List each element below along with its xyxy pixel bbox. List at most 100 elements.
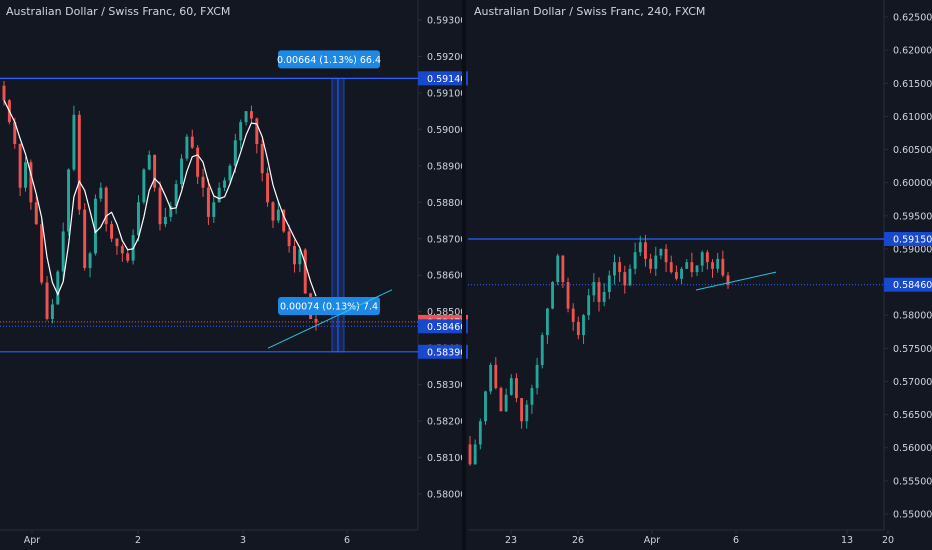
candle-body bbox=[618, 262, 622, 273]
candle-body bbox=[180, 158, 183, 185]
candle-body bbox=[287, 231, 291, 247]
candle-body bbox=[638, 242, 642, 253]
candle-body bbox=[147, 154, 151, 170]
price-tick-label: 0.56000 bbox=[893, 443, 932, 454]
candle-body bbox=[158, 187, 162, 225]
candle-body bbox=[695, 265, 699, 273]
price-tick-label: 0.58100 bbox=[427, 453, 466, 464]
candle-body bbox=[293, 246, 296, 265]
time-tick-label: 23 bbox=[505, 535, 517, 546]
right-chart-title: Australian Dollar / Swiss Franc, 240, FX… bbox=[474, 5, 706, 18]
candle-body bbox=[705, 252, 709, 263]
candle-body bbox=[255, 118, 259, 144]
candle-body bbox=[260, 143, 264, 174]
candle-body bbox=[649, 258, 653, 269]
price-tick-label: 0.58000 bbox=[427, 490, 466, 501]
candle-body bbox=[298, 249, 302, 265]
candle-body bbox=[664, 248, 668, 263]
price-tick-label: 0.60000 bbox=[893, 178, 932, 189]
price-tick-label: 0.60500 bbox=[893, 145, 932, 156]
candle-body bbox=[494, 364, 498, 389]
level-price-label-box bbox=[418, 344, 468, 359]
time-tick-label: 20 bbox=[882, 535, 894, 546]
price-tick-label: 0.57500 bbox=[893, 344, 932, 355]
price-tick-label: 0.58200 bbox=[427, 417, 466, 428]
candle-body bbox=[644, 242, 647, 259]
candle-body bbox=[228, 165, 232, 181]
candle-body bbox=[484, 391, 487, 422]
candle-body bbox=[244, 111, 248, 123]
left-chart-title: Australian Dollar / Swiss Franc, 60, FXC… bbox=[6, 5, 231, 18]
candle-body bbox=[545, 308, 549, 336]
candle-body bbox=[613, 262, 616, 276]
price-tick-label: 0.58500 bbox=[427, 307, 466, 318]
measure-label-text: 0.00074 (0.13%) 7.4 bbox=[280, 302, 378, 313]
time-tick-label: 2 bbox=[135, 535, 141, 546]
price-tick-label: 0.58000 bbox=[893, 311, 932, 322]
candle-body bbox=[271, 202, 275, 221]
price-tick-label: 0.57000 bbox=[893, 377, 932, 388]
candle-body bbox=[654, 255, 658, 269]
candle-body bbox=[303, 249, 307, 294]
trendline bbox=[267, 289, 393, 349]
candle-body bbox=[551, 282, 554, 309]
candle-body bbox=[29, 162, 33, 203]
candle-body bbox=[185, 136, 189, 159]
candle-body bbox=[607, 275, 611, 293]
price-tick-label: 0.55000 bbox=[893, 510, 932, 521]
candle-body bbox=[126, 253, 130, 261]
measure-label-box bbox=[278, 50, 380, 69]
price-tick-label: 0.55500 bbox=[893, 476, 932, 487]
candle-body bbox=[110, 224, 114, 239]
candle-body bbox=[571, 308, 575, 322]
candle-body bbox=[535, 364, 539, 389]
price-tick-label: 0.58300 bbox=[427, 380, 466, 391]
candle-body bbox=[685, 262, 689, 269]
candle-body bbox=[592, 282, 596, 296]
candle-body bbox=[623, 272, 627, 286]
candle-body bbox=[99, 187, 103, 199]
candle-body bbox=[196, 147, 200, 177]
candle-body bbox=[525, 404, 529, 422]
candle-body bbox=[169, 205, 173, 217]
candle-body bbox=[93, 198, 97, 254]
candle-body bbox=[142, 169, 146, 203]
candle-body bbox=[711, 262, 714, 269]
level-price-label-box bbox=[884, 277, 932, 292]
candle-body bbox=[72, 114, 76, 170]
level-price-label-box bbox=[418, 319, 468, 334]
candle-body bbox=[597, 282, 601, 302]
price-tick-label: 0.61500 bbox=[893, 79, 932, 90]
time-tick-label: 13 bbox=[841, 535, 853, 546]
candle-body bbox=[504, 394, 508, 412]
price-tick-label: 0.59000 bbox=[427, 125, 466, 136]
price-tick-label: 0.58700 bbox=[427, 234, 466, 245]
candle-body bbox=[669, 262, 673, 273]
price-tick-label: 0.59200 bbox=[427, 52, 466, 63]
candle-body bbox=[520, 398, 524, 422]
candle-body bbox=[104, 187, 108, 225]
price-tick-label: 0.59000 bbox=[893, 244, 932, 255]
candle-body bbox=[540, 335, 544, 365]
candle-body bbox=[120, 246, 124, 254]
candle-body bbox=[566, 282, 570, 309]
candle-body bbox=[174, 184, 178, 206]
time-tick-label: Apr bbox=[644, 535, 661, 546]
candle-body bbox=[45, 282, 49, 319]
candle-body bbox=[478, 421, 482, 445]
candle-body bbox=[50, 304, 54, 319]
price-label-text: 0.59150 bbox=[893, 234, 932, 245]
candle-body bbox=[582, 315, 585, 336]
time-tick-label: 26 bbox=[572, 535, 584, 546]
price-label-text: 0.58460 bbox=[427, 322, 466, 333]
candle-body bbox=[628, 268, 632, 286]
candle-body bbox=[190, 136, 194, 148]
candle-body bbox=[67, 169, 71, 232]
price-tick-label: 0.59300 bbox=[427, 16, 466, 27]
candle-body bbox=[88, 253, 92, 268]
candle-body bbox=[163, 216, 167, 225]
left-chart-panel: 0.59300 0.59200 0.59100 0.59000 0.58900 0.588… bbox=[0, 0, 468, 546]
candle-body bbox=[206, 187, 210, 217]
